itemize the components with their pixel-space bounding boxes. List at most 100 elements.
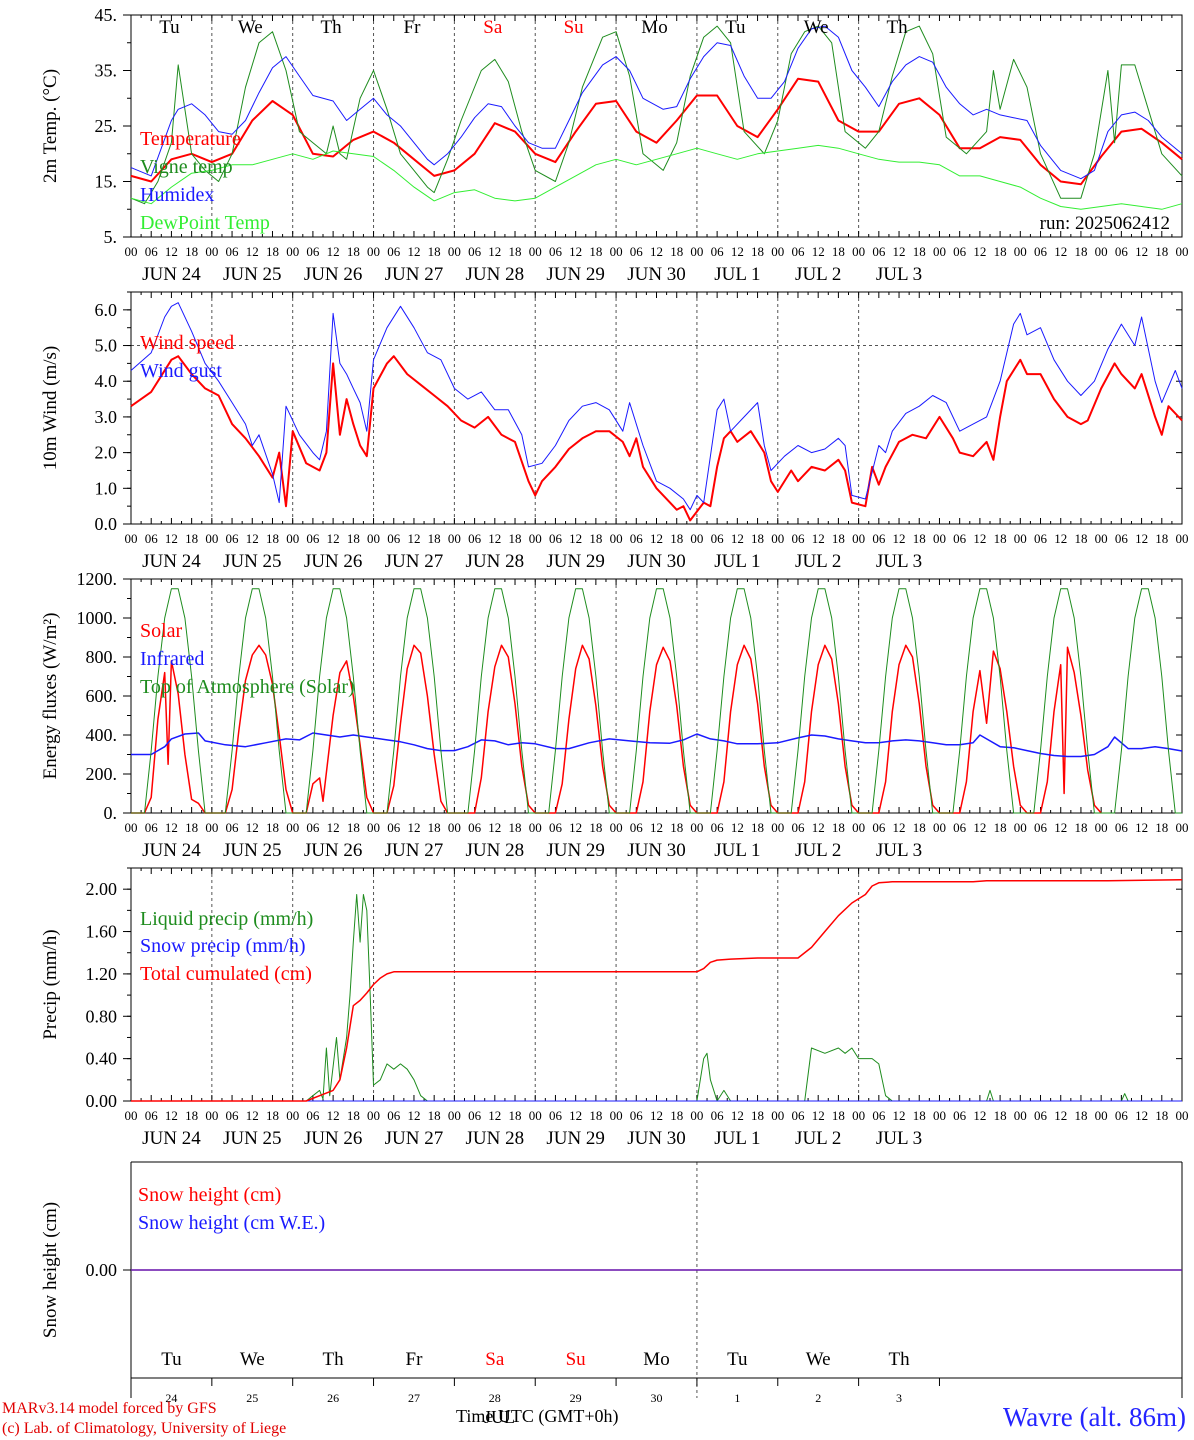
panel1-hour-tick-label: 00	[1014, 244, 1027, 259]
panel1-date-label: JUN 29	[546, 264, 605, 285]
panel3-hour-tick-label: 18	[347, 820, 360, 835]
panel4-hour-tick-label: 18	[266, 1108, 279, 1123]
panel1-hour-tick-label: 18	[832, 244, 845, 259]
panel2-date-label: JUN 25	[223, 551, 282, 572]
panel2-hour-tick-label: 18	[751, 531, 764, 546]
panel4-hour-tick-label: 06	[630, 1108, 644, 1123]
panel3-hour-tick-label: 18	[185, 820, 198, 835]
panel1-hour-tick-label: 18	[428, 244, 441, 259]
day-abbr-label-bottom: Th	[323, 1349, 345, 1370]
panel4-hour-tick-label: 06	[387, 1108, 401, 1123]
panel4-hour-tick-label: 06	[306, 1108, 320, 1123]
panel3-date-label: JUL 1	[714, 840, 760, 861]
panel1-hour-tick-label: 06	[872, 244, 886, 259]
panel2-hour-tick-label: 00	[286, 531, 299, 546]
panel1-hour-tick-label: 00	[367, 244, 380, 259]
panel3-hour-tick-label: 06	[1115, 820, 1129, 835]
panel2-hour-tick-label: 12	[731, 531, 744, 546]
panel1-series-line-3	[130, 25, 1183, 180]
panel2-hour-tick-label: 18	[670, 531, 683, 546]
panel2-hour-tick-label: 00	[205, 531, 218, 546]
panel1-hour-tick-label: 12	[488, 244, 501, 259]
panel3-hour-tick-label: 12	[973, 820, 986, 835]
panel2-hour-tick-label: 18	[347, 531, 360, 546]
panel3-y-tick-label: 0.	[104, 803, 118, 823]
panel1-hour-tick-label: 18	[266, 244, 279, 259]
panel2-hour-tick-label: 18	[1074, 531, 1087, 546]
panel2-hour-tick-label: 12	[973, 531, 986, 546]
panel1-hour-tick-label: 00	[286, 244, 299, 259]
day-number-label: 27	[408, 1391, 420, 1405]
panel1-frame	[130, 14, 1183, 238]
panel1-series-line-2	[130, 25, 1183, 205]
panel1-hour-tick-label: 12	[327, 244, 340, 259]
panel2-hour-tick-label: 18	[266, 531, 279, 546]
panel2-series-line-2	[130, 302, 1183, 511]
day-number-label: 25	[246, 1391, 258, 1405]
panel3-hour-tick-label: 12	[246, 820, 259, 835]
panel2-y-tick-label: 5.0	[95, 336, 118, 356]
panel1-legend-entry: Temperature	[140, 128, 241, 150]
panel2-hour-tick-label: 18	[509, 531, 522, 546]
panel3-hour-tick-label: 18	[994, 820, 1007, 835]
panel1-hour-tick-label: 06	[1034, 244, 1048, 259]
panel1-hour-tick-label: 18	[589, 244, 602, 259]
panel1-hour-tick-label: 18	[913, 244, 926, 259]
panel2-hour-tick-label: 06	[872, 531, 886, 546]
panel4-hour-tick-label: 00	[448, 1108, 461, 1123]
panel1-hour-tick-label: 06	[387, 244, 401, 259]
panel3-hour-tick-label: 12	[893, 820, 906, 835]
panel4-y-tick-label: 1.20	[86, 964, 118, 984]
panel1-hour-tick-label: 00	[1095, 244, 1108, 259]
panel1-hour-tick-label: 06	[468, 244, 482, 259]
panel3-hour-tick-label: 18	[509, 820, 522, 835]
panel2-hour-tick-label: 12	[488, 531, 501, 546]
panel4-y-tick-label: 0.80	[86, 1006, 118, 1026]
panel4-hour-tick-label: 12	[407, 1108, 420, 1123]
day-abbr-label-bottom: Tu	[727, 1349, 748, 1370]
panel2-hour-tick-label: 00	[610, 531, 623, 546]
panel2-hour-tick-label: 06	[953, 531, 967, 546]
panel3-series-line-3	[131, 588, 1182, 814]
panel1-date-label: JUN 26	[304, 264, 363, 285]
panel1-hour-tick-label: 06	[791, 244, 805, 259]
panel4-hour-tick-label: 06	[226, 1108, 240, 1123]
panel3-date-label: JUN 27	[385, 840, 444, 861]
panel1-hour-tick-label: 18	[347, 244, 360, 259]
panel3-date-label: JUN 26	[304, 840, 363, 861]
panel1-date-label: JUN 24	[142, 264, 201, 285]
panel1-hour-tick-label: 12	[973, 244, 986, 259]
day-number-label: 28	[489, 1391, 501, 1405]
panel3-hour-tick-label: 12	[812, 820, 825, 835]
panel2-hour-tick-label: 00	[367, 531, 380, 546]
panel2-date-label: JUN 27	[385, 551, 444, 572]
panel4-hour-tick-label: 18	[994, 1108, 1007, 1123]
panel2-hour-tick-label: 00	[1095, 531, 1108, 546]
panel4-hour-tick-label: 06	[711, 1108, 725, 1123]
panel3-legend-entry: Top of Atmosphere (Solar)	[140, 676, 355, 698]
panel4-date-label: JUN 28	[466, 1128, 525, 1149]
panel1-hour-tick-label: 06	[145, 244, 159, 259]
panel2-hour-tick-label: 00	[1014, 531, 1027, 546]
panel4-date-label: JUN 30	[627, 1128, 686, 1149]
panel2-hour-tick-label: 06	[711, 531, 725, 546]
panel4-hour-tick-label: 12	[1135, 1108, 1148, 1123]
panel4-hour-tick-label: 18	[913, 1108, 926, 1123]
panel5-legend-entry: Snow height (cm W.E.)	[138, 1212, 325, 1234]
panel2-hour-tick-label: 00	[125, 531, 138, 546]
panel4-y-tick-label: 1.60	[86, 922, 118, 942]
panel4-hour-tick-label: 06	[1034, 1108, 1048, 1123]
panel1-hour-tick-label: 12	[731, 244, 744, 259]
panel1-hour-tick-label: 00	[529, 244, 542, 259]
panel4-hour-tick-label: 00	[690, 1108, 703, 1123]
panel1-hour-tick-label: 18	[1074, 244, 1087, 259]
panel3-hour-tick-label: 06	[468, 820, 482, 835]
panel3-hour-tick-label: 00	[205, 820, 218, 835]
panel1-hour-tick-label: 00	[933, 244, 946, 259]
panel4-hour-tick-label: 18	[509, 1108, 522, 1123]
panel4-hour-tick-label: 00	[205, 1108, 218, 1123]
day-abbr-label-bottom: Su	[566, 1349, 587, 1370]
panel4-hour-tick-label: 12	[165, 1108, 178, 1123]
station-label: Wavre (alt. 86m)	[1002, 1402, 1186, 1432]
panel3-date-label: JUN 25	[223, 840, 282, 861]
